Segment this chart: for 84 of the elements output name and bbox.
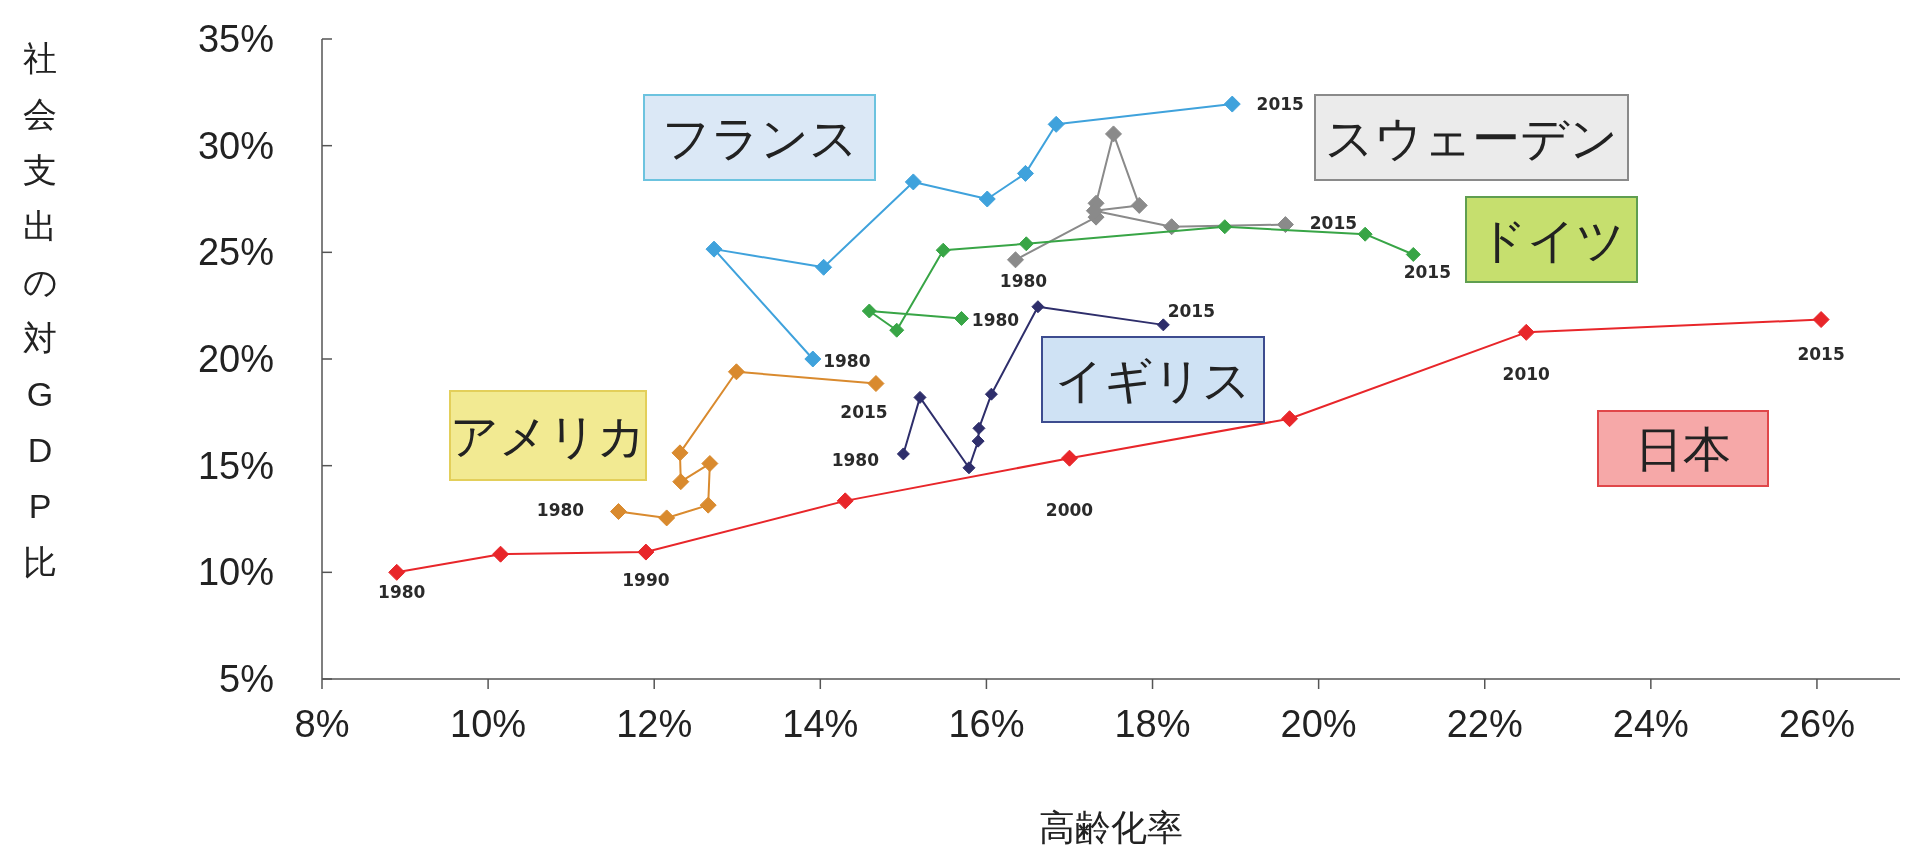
annotation: 1980: [999, 270, 1048, 291]
point: [610, 503, 627, 521]
point: [1031, 300, 1045, 314]
point: [804, 350, 822, 368]
y-tick-label: 30%: [197, 124, 274, 167]
annotation: 1980: [536, 499, 585, 520]
point: [935, 242, 951, 258]
point: [1047, 115, 1065, 133]
point: [954, 310, 970, 326]
point: [671, 444, 689, 462]
annotation: 1980: [971, 310, 1020, 331]
point: [904, 173, 922, 191]
y-tick-label: 35%: [197, 18, 274, 60]
annotation: 2010: [1502, 364, 1550, 385]
annotation: 1980: [831, 449, 880, 470]
point: [1130, 196, 1148, 214]
annotation: 2015: [1309, 212, 1358, 233]
annotation: 2015: [1403, 262, 1451, 283]
point: [705, 240, 723, 258]
point: [1018, 236, 1034, 252]
annotation: 2015: [1797, 343, 1845, 364]
series-label: フランス: [661, 111, 858, 165]
point: [861, 303, 877, 319]
point: [978, 190, 996, 208]
annotation: 1980: [823, 351, 871, 371]
point: [1223, 95, 1241, 113]
point: [913, 390, 927, 404]
point: [1006, 251, 1024, 269]
x-tick-label: 26%: [1778, 703, 1855, 745]
annotation: 2000: [1045, 500, 1094, 521]
point: [1016, 164, 1034, 182]
y-tick-label: 25%: [197, 231, 274, 274]
point: [672, 473, 690, 491]
point: [1104, 125, 1122, 143]
ylabel: 社会支出の対GDP比: [22, 39, 58, 581]
series-label: アメリカ: [450, 409, 646, 463]
point: [1405, 246, 1421, 262]
y-tick-label: 5%: [219, 658, 274, 700]
point: [971, 434, 985, 448]
point: [984, 387, 998, 401]
series-label: イギリス: [1055, 353, 1251, 407]
annotation: 1980: [378, 582, 426, 603]
point: [637, 543, 655, 561]
x-tick-label: 18%: [1114, 703, 1191, 745]
annotation: 2015: [1256, 94, 1304, 115]
point: [1812, 311, 1830, 329]
x-tick-label: 16%: [948, 703, 1025, 745]
point: [1156, 318, 1170, 332]
point: [962, 461, 976, 475]
point: [658, 509, 676, 527]
point: [727, 363, 745, 381]
point: [699, 496, 717, 514]
y-tick-label: 10%: [197, 551, 274, 594]
point: [701, 455, 719, 473]
annotation: 1990: [622, 570, 670, 591]
point: [815, 258, 833, 276]
series-label: 日本: [1635, 422, 1731, 476]
point: [889, 322, 905, 338]
x-tick-label: 20%: [1280, 703, 1357, 745]
xlabel: 高齢化率: [1039, 807, 1183, 848]
y-tick-label: 15%: [197, 444, 274, 487]
point: [1357, 226, 1373, 242]
point: [867, 375, 885, 393]
point: [388, 563, 406, 581]
x-tick-label: 24%: [1612, 703, 1689, 745]
x-tick-label: 10%: [450, 703, 527, 745]
point: [1281, 410, 1299, 428]
x-tick-label: 22%: [1446, 703, 1523, 745]
annotation: 2015: [1167, 300, 1215, 321]
point: [896, 447, 910, 461]
annotation: 2015: [840, 401, 888, 422]
point: [836, 492, 854, 510]
point: [1217, 219, 1233, 235]
series-label: ドイツ: [1478, 213, 1625, 267]
series-label: スウェーデン: [1325, 111, 1618, 165]
x-tick-label: 14%: [782, 703, 859, 745]
x-tick-label: 12%: [616, 703, 693, 745]
point: [1517, 323, 1535, 341]
point: [492, 545, 510, 563]
y-tick-label: 20%: [197, 338, 274, 380]
point: [1276, 216, 1294, 234]
x-tick-label: 8%: [294, 703, 350, 745]
point: [972, 421, 986, 435]
point: [1060, 449, 1078, 467]
